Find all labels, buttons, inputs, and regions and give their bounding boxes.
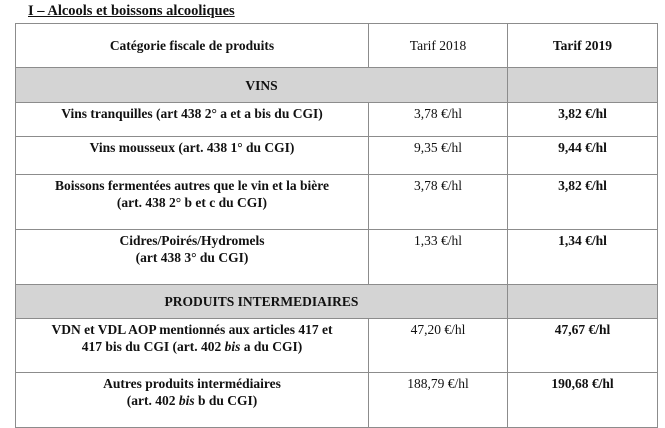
section-row-vins: VINS [15, 67, 658, 103]
table-row: Cidres/Poirés/Hydromels (art 438 3° du C… [15, 229, 658, 285]
tarif-2018-cell: 3,78 €/hl [368, 174, 508, 230]
section-empty-cell [507, 67, 658, 103]
category-line: 417 bis du CGI (art. 402 bis a du CGI) [16, 338, 368, 355]
category-cell: VDN et VDL AOP mentionnés aux articles 4… [15, 318, 369, 373]
category-line: Autres produits intermédiaires [103, 376, 281, 391]
header-category: Catégorie fiscale de produits [15, 23, 369, 68]
category-cell: Vins mousseux (art. 438 1° du CGI) [15, 136, 369, 175]
table-header-row: Catégorie fiscale de produits Tarif 2018… [15, 23, 658, 68]
category-line: Vins tranquilles (art 438 2° a et a bis … [61, 106, 323, 121]
header-tarif-2019: Tarif 2019 [507, 23, 658, 68]
category-cell: Autres produits intermédiaires (art. 402… [15, 372, 369, 428]
category-line: Vins mousseux (art. 438 1° du CGI) [89, 140, 295, 155]
tarif-2018-cell: 9,35 €/hl [368, 136, 508, 175]
category-line: (art 438 3° du CGI) [135, 250, 249, 265]
section-row-produits-intermediaires: PRODUITS INTERMEDIAIRES [15, 284, 658, 319]
document-title: I – Alcools et boissons alcooliques [28, 3, 235, 19]
tarif-2019-cell: 3,82 €/hl [507, 102, 658, 137]
tarif-2018-cell: 1,33 €/hl [368, 229, 508, 285]
category-line: Cidres/Poirés/Hydromels [119, 233, 265, 248]
tarif-2019-cell: 1,34 €/hl [507, 229, 658, 285]
category-cell: Vins tranquilles (art 438 2° a et a bis … [15, 102, 369, 137]
section-empty-cell [507, 284, 658, 319]
category-line: (art. 402 bis b du CGI) [126, 393, 258, 408]
category-cell: Cidres/Poirés/Hydromels (art 438 3° du C… [15, 229, 369, 285]
category-line: (art. 438 2° b et c du CGI) [116, 195, 268, 210]
table-row: Vins mousseux (art. 438 1° du CGI) 9,35 … [15, 136, 658, 175]
tarif-2019-cell: 9,44 €/hl [507, 136, 658, 175]
table-row: VDN et VDL AOP mentionnés aux articles 4… [15, 318, 658, 373]
table-row: Boissons fermentées autres que le vin et… [15, 174, 658, 230]
category-cell: Boissons fermentées autres que le vin et… [15, 174, 369, 230]
section-label: VINS [15, 67, 508, 103]
tarif-2019-cell: 190,68 €/hl [507, 372, 658, 428]
tax-rate-table: Catégorie fiscale de produits Tarif 2018… [15, 23, 658, 428]
tarif-2018-cell: 3,78 €/hl [368, 102, 508, 137]
category-line: Boissons fermentées autres que le vin et… [55, 178, 329, 193]
tarif-2018-cell: 188,79 €/hl [368, 372, 508, 428]
tarif-2019-cell: 47,67 €/hl [507, 318, 658, 373]
table-row: Autres produits intermédiaires (art. 402… [15, 372, 658, 428]
category-line: VDN et VDL AOP mentionnés aux articles 4… [51, 322, 333, 337]
section-label: PRODUITS INTERMEDIAIRES [15, 284, 508, 319]
tarif-2018-cell: 47,20 €/hl [368, 318, 508, 373]
tarif-2019-cell: 3,82 €/hl [507, 174, 658, 230]
header-tarif-2018: Tarif 2018 [368, 23, 508, 68]
table-row: Vins tranquilles (art 438 2° a et a bis … [15, 102, 658, 137]
category-line-part: 417 bis du CGI (art. 402 bis a du CGI) [81, 339, 303, 354]
